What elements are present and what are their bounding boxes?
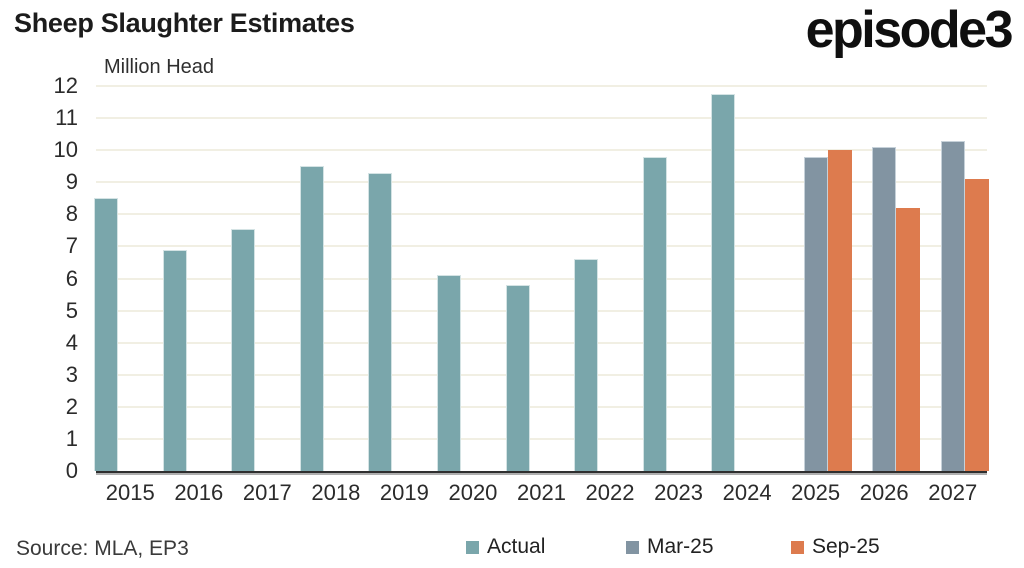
legend-swatch-sep-25 (791, 540, 804, 554)
x-tick-label-2027: 2027 (928, 480, 978, 505)
legend-item-mar-25: Mar-25 (626, 535, 714, 559)
bar-actual-2018 (299, 166, 324, 471)
bar-sep-25-2025 (827, 150, 852, 471)
legend-swatch-mar-25 (626, 540, 639, 554)
source-note: Source: MLA, EP3 (16, 537, 189, 560)
y-tick-label: 9 (65, 169, 78, 195)
bar-actual-2020 (436, 275, 461, 471)
x-tick-label-2017: 2017 (242, 480, 292, 505)
page-title: Sheep Slaughter Estimates (14, 8, 355, 38)
gridline (96, 373, 987, 376)
legend-swatch-actual (466, 540, 479, 554)
x-axis-line (96, 471, 987, 473)
y-tick-label: 6 (65, 265, 78, 291)
bar-actual-2024 (711, 94, 736, 471)
gridline (96, 437, 987, 440)
bar-actual-2016 (162, 249, 187, 471)
gridline (96, 149, 987, 152)
bar-mar-25-2027 (940, 140, 965, 471)
gridline (96, 85, 987, 87)
x-tick-label-2016: 2016 (174, 480, 224, 505)
y-tick-label: 3 (65, 361, 78, 387)
y-tick-label: 11 (55, 105, 78, 131)
gridline (96, 213, 987, 216)
x-tick-label-2021: 2021 (517, 480, 566, 505)
x-tick-label-2026: 2026 (859, 480, 909, 505)
y-tick-label: 12 (53, 73, 78, 98)
bar-sep-25-2027 (964, 179, 989, 471)
x-tick-label-2019: 2019 (379, 480, 429, 505)
bar-mar-25-2026 (872, 146, 897, 471)
legend-label: Mar-25 (647, 535, 714, 558)
y-tick-label: 2 (65, 393, 78, 419)
bar-actual-2021 (505, 284, 530, 471)
legend-label: Actual (487, 535, 546, 558)
bar-mar-25-2025 (803, 156, 828, 471)
bar-actual-2022 (574, 259, 599, 471)
x-tick-label-2023: 2023 (654, 480, 704, 505)
legend-item-sep-25: Sep-25 (791, 535, 880, 559)
bar-actual-2023 (642, 156, 667, 471)
y-tick-label: 8 (65, 201, 78, 227)
x-tick-label-2018: 2018 (311, 480, 361, 505)
gridline (96, 405, 987, 408)
x-tick-label-2022: 2022 (585, 480, 635, 505)
bar-sep-25-2026 (896, 207, 921, 471)
x-tick-label-2024: 2024 (722, 480, 772, 505)
legend-label: Sep-25 (812, 535, 880, 558)
bar-actual-2015 (94, 198, 119, 471)
y-axis-unit-label: Million Head (104, 56, 215, 78)
y-tick-label: 5 (65, 297, 78, 323)
plot-area (94, 85, 989, 473)
bar-actual-2017 (231, 228, 256, 471)
gridline (96, 117, 987, 120)
bar-actual-2019 (368, 172, 393, 471)
gridline (96, 245, 987, 248)
episode3-logo: episode3 (805, 1, 1014, 59)
legend-item-actual: Actual (466, 535, 545, 559)
x-tick-label-2025: 2025 (791, 480, 841, 505)
y-tick-label: 1 (65, 425, 78, 451)
gridline (96, 341, 987, 344)
gridline (96, 309, 987, 312)
x-tick-label-2015: 2015 (105, 480, 155, 505)
gridline (96, 181, 987, 184)
gridline (96, 277, 987, 280)
y-tick-label: 7 (65, 233, 78, 259)
y-tick-label: 10 (53, 137, 78, 163)
x-tick-label-2020: 2020 (448, 480, 498, 505)
y-tick-label: 0 (65, 458, 78, 483)
y-tick-label: 4 (65, 329, 78, 355)
